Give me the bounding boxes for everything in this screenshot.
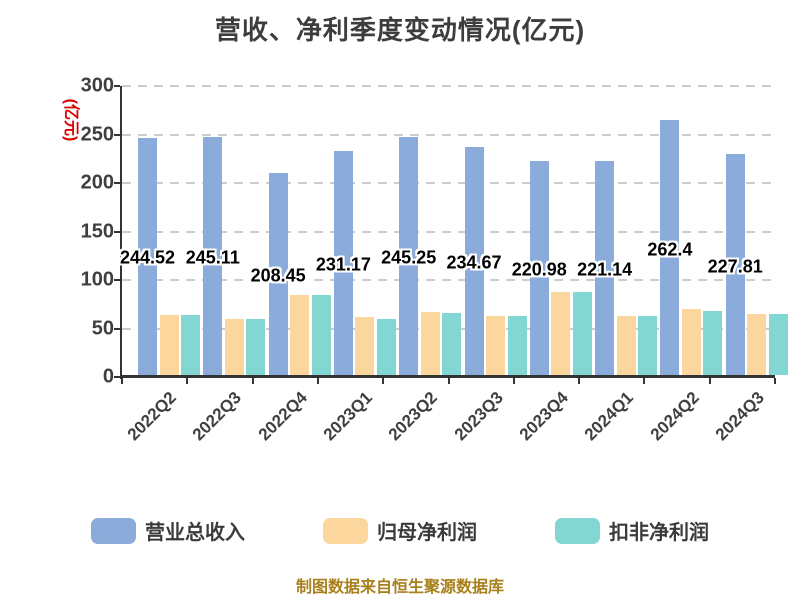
revenue-bar bbox=[464, 147, 484, 375]
legend-item-non-gaap: 扣非净利润 bbox=[555, 516, 709, 545]
non-gaap-bar bbox=[768, 313, 788, 375]
net-profit-bar bbox=[486, 315, 505, 375]
x-axis-tick bbox=[447, 378, 450, 384]
y-axis-line bbox=[120, 86, 122, 379]
non-gaap-swatch-icon bbox=[555, 517, 600, 544]
non-gaap-bar bbox=[572, 291, 592, 375]
x-axis-label: 2023Q2 bbox=[385, 388, 442, 445]
data-label: 262.4 bbox=[647, 239, 693, 260]
non-gaap-bar bbox=[311, 294, 331, 375]
net-profit-bar bbox=[616, 315, 636, 375]
net-profit-bar bbox=[681, 309, 701, 375]
data-label: 244.52 bbox=[119, 247, 176, 268]
y-axis-tick bbox=[114, 133, 120, 136]
x-axis-label: 2024Q2 bbox=[646, 388, 703, 445]
y-axis-unit-label: (亿元) bbox=[62, 98, 79, 142]
plot-area: 0 50 100 150 200 250 300 244.52 245.11 208.45 231.… bbox=[81, 75, 788, 444]
x-axis-label: 2022Q3 bbox=[189, 388, 246, 445]
y-axis-tick bbox=[114, 182, 120, 184]
data-source-note: 制图数据来自恒生聚源数据库 bbox=[295, 579, 504, 596]
net-profit-bar bbox=[290, 295, 310, 375]
net-profit-swatch-icon bbox=[323, 517, 368, 544]
chart-title: 营收、净利季度变动情况(亿元) bbox=[214, 15, 586, 45]
data-label: 245.11 bbox=[185, 247, 240, 268]
data-label: 220.98 bbox=[511, 259, 567, 280]
non-gaap-bar bbox=[507, 315, 527, 375]
revenue-bar bbox=[595, 160, 615, 375]
y-axis-tick bbox=[114, 327, 120, 330]
x-axis-label: 2023Q4 bbox=[515, 388, 572, 445]
net-profit-bar bbox=[224, 318, 244, 375]
x-axis-tick bbox=[251, 378, 254, 384]
y-axis-tick bbox=[114, 279, 120, 281]
x-axis-tick bbox=[512, 378, 515, 384]
y-axis-tick bbox=[114, 376, 120, 378]
gridline bbox=[122, 133, 775, 136]
x-axis-tick bbox=[186, 378, 189, 384]
gridline bbox=[122, 85, 775, 87]
y-axis-label: 200 bbox=[80, 171, 114, 194]
legend-item-net-profit: 归母净利润 bbox=[323, 516, 477, 545]
x-axis-label: 2022Q4 bbox=[254, 388, 311, 445]
non-gaap-bar bbox=[246, 318, 266, 375]
x-axis-label: 2024Q3 bbox=[711, 388, 768, 445]
data-label: 245.25 bbox=[381, 247, 437, 268]
legend-label: 营业总收入 bbox=[145, 522, 245, 544]
x-axis-label: 2023Q1 bbox=[319, 388, 376, 445]
x-axis-tick bbox=[382, 378, 385, 384]
y-axis-tick bbox=[114, 85, 120, 87]
net-profit-bar bbox=[551, 291, 571, 375]
y-axis-label: 250 bbox=[80, 123, 114, 145]
revenue-bar bbox=[203, 137, 223, 375]
x-axis-tick bbox=[774, 378, 776, 384]
data-label: 208.45 bbox=[250, 265, 306, 286]
non-gaap-bar bbox=[181, 314, 200, 375]
revenue-bar bbox=[399, 137, 419, 375]
y-axis-tick bbox=[114, 230, 120, 233]
non-gaap-bar bbox=[638, 315, 658, 375]
gridline bbox=[122, 230, 775, 233]
legend-item-revenue: 营业总收入 bbox=[91, 516, 245, 545]
revenue-bar bbox=[725, 154, 745, 375]
y-axis-label: 100 bbox=[80, 268, 114, 291]
legend: 营业总收入 归母净利润 扣非净利润 bbox=[0, 516, 800, 545]
non-gaap-bar bbox=[376, 318, 396, 375]
y-axis-label: 0 bbox=[102, 365, 114, 388]
non-gaap-bar bbox=[703, 310, 723, 375]
x-axis-tick bbox=[316, 378, 319, 384]
gridline bbox=[122, 279, 775, 281]
net-profit-bar bbox=[420, 311, 440, 375]
gridline bbox=[122, 182, 775, 184]
data-label: 231.17 bbox=[315, 254, 371, 275]
data-label: 234.67 bbox=[446, 252, 502, 273]
net-profit-bar bbox=[159, 314, 179, 375]
revenue-bar bbox=[660, 120, 680, 375]
y-axis-label: 150 bbox=[80, 220, 114, 242]
data-label: 227.81 bbox=[707, 256, 763, 276]
legend-label: 扣非净利润 bbox=[609, 522, 709, 544]
net-profit-bar bbox=[747, 313, 767, 375]
x-axis-label: 2022Q2 bbox=[123, 388, 181, 445]
revenue-bar bbox=[333, 150, 353, 375]
x-axis-label: 2024Q1 bbox=[580, 388, 638, 445]
x-axis-line bbox=[120, 375, 775, 378]
x-axis-tick bbox=[708, 378, 711, 384]
x-axis-label: 2023Q3 bbox=[450, 388, 507, 445]
x-axis-tick bbox=[578, 378, 581, 384]
non-gaap-bar bbox=[442, 312, 462, 375]
data-label: 221.14 bbox=[577, 259, 633, 280]
y-axis-label: 300 bbox=[80, 74, 114, 97]
revenue-bar bbox=[529, 160, 549, 375]
legend-label: 归母净利润 bbox=[377, 522, 477, 544]
x-axis-tick bbox=[643, 378, 646, 384]
net-profit-bar bbox=[355, 316, 375, 375]
revenue-bar bbox=[268, 172, 288, 375]
revenue-swatch-icon bbox=[91, 517, 136, 544]
x-axis-tick bbox=[121, 378, 123, 384]
y-axis-label: 50 bbox=[91, 317, 114, 339]
revenue-bar bbox=[138, 137, 157, 375]
